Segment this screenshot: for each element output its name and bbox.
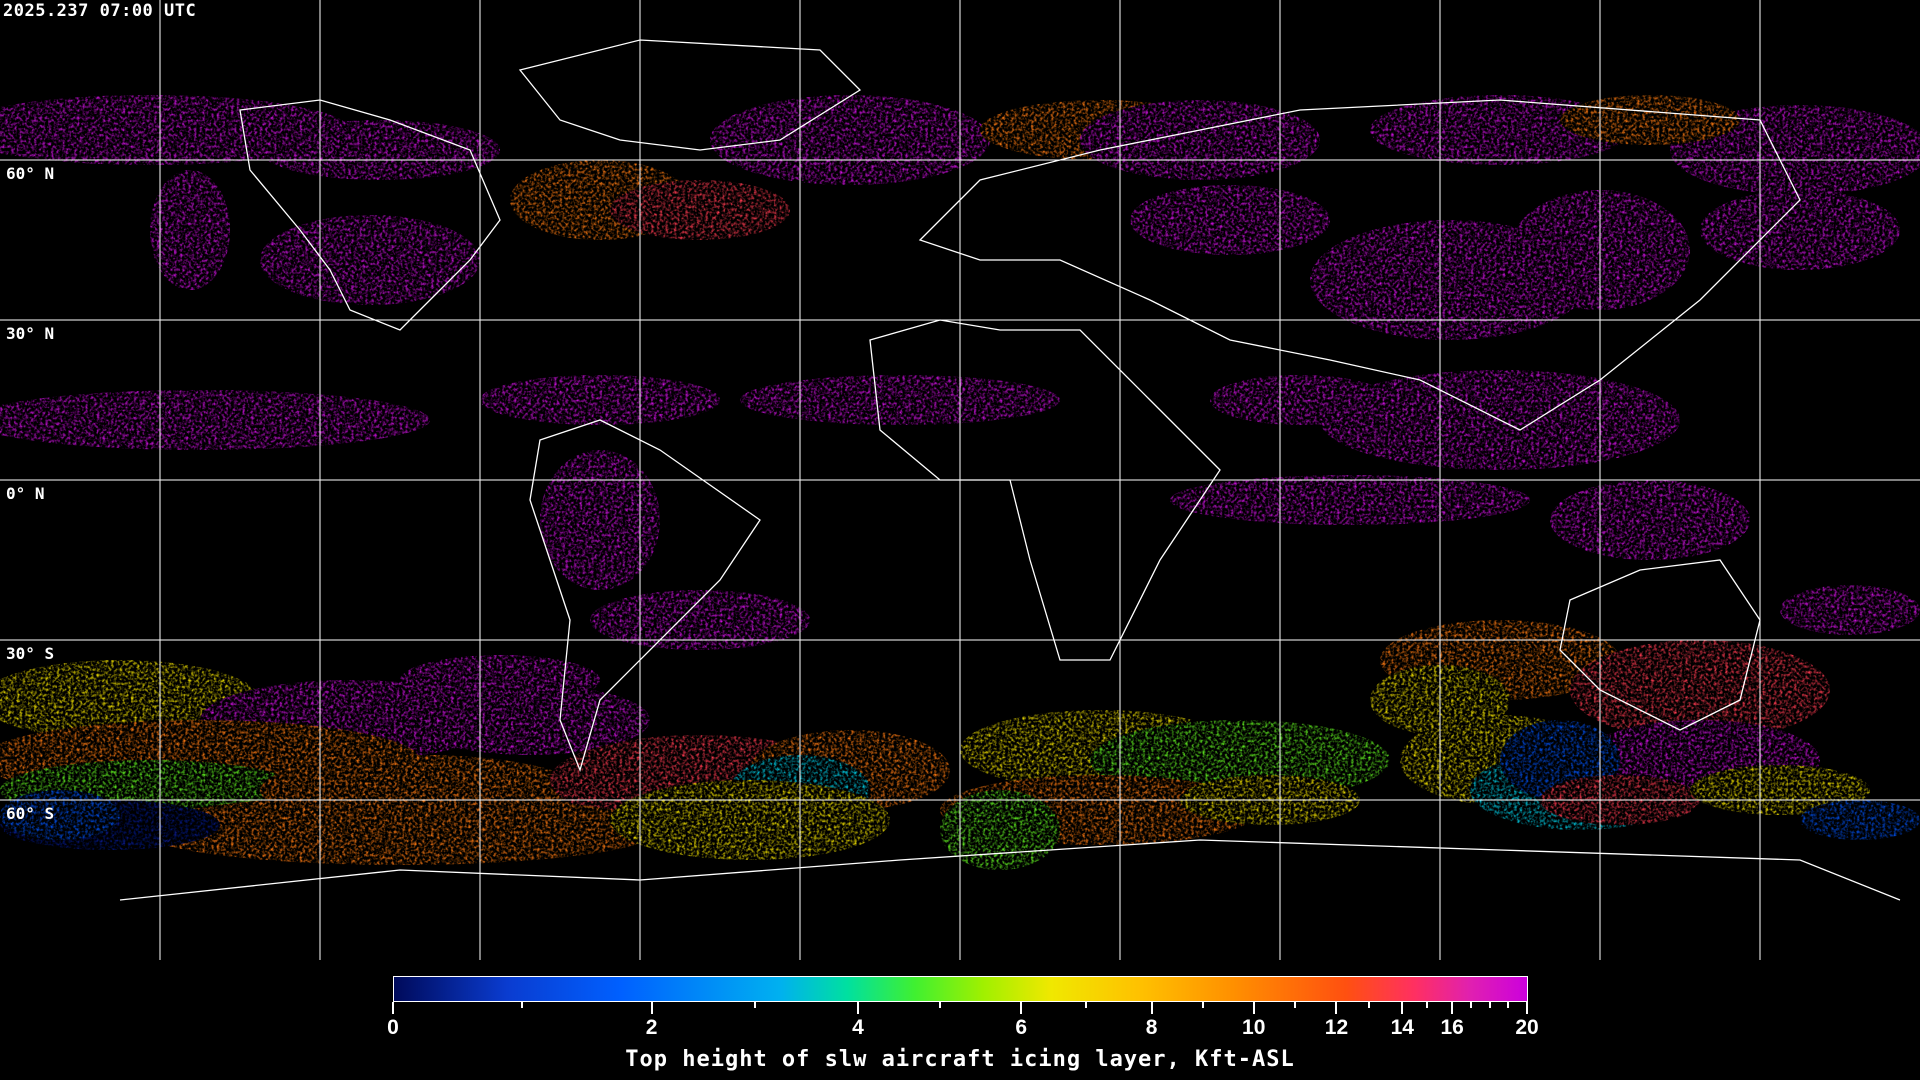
icing-area bbox=[1800, 800, 1920, 840]
icing-area bbox=[150, 170, 230, 290]
colorbar-tick-label: 0 bbox=[387, 1016, 399, 1039]
coastline bbox=[1559, 559, 1761, 731]
icing-area bbox=[940, 790, 1060, 870]
colorbar-minor-tick bbox=[1201, 1002, 1204, 1008]
icing-area bbox=[1130, 185, 1330, 255]
icing-area bbox=[140, 795, 660, 865]
colorbar-tick-label: 20 bbox=[1515, 1016, 1539, 1039]
colorbar-minor-tick bbox=[938, 1002, 941, 1008]
colorbar-minor-tick bbox=[521, 1002, 524, 1008]
colorbar-tick-label: 8 bbox=[1145, 1016, 1158, 1039]
icing-area bbox=[710, 95, 990, 185]
icing-area bbox=[410, 685, 650, 755]
colorbar-minor-tick bbox=[1507, 1002, 1510, 1008]
colorbar-minor-tick bbox=[1294, 1002, 1297, 1008]
colorbar-major-tick bbox=[1335, 1002, 1338, 1014]
icing-area bbox=[540, 450, 660, 590]
lat-label-30n: 30° N bbox=[6, 324, 55, 343]
icing-area bbox=[1560, 95, 1740, 145]
icing-area bbox=[1170, 475, 1530, 525]
icing-area bbox=[260, 120, 500, 180]
icing-area bbox=[0, 790, 120, 840]
icing-area bbox=[740, 375, 1060, 425]
colorbar-major-tick bbox=[1401, 1002, 1404, 1014]
colorbar-ticks: 0 2 4 6 8 10 12 14 16 20 bbox=[0, 1002, 1920, 1062]
colorbar-tick-label: 2 bbox=[645, 1016, 658, 1039]
coastline bbox=[529, 419, 761, 773]
lat-label-30s: 30° S bbox=[6, 644, 55, 663]
icing-area bbox=[1550, 480, 1750, 560]
colorbar-major-tick bbox=[1150, 1002, 1153, 1014]
icing-map bbox=[0, 0, 1920, 960]
colorbar-tick-label: 4 bbox=[852, 1016, 864, 1039]
colorbar-tick-label: 6 bbox=[1015, 1016, 1028, 1039]
icing-area bbox=[1080, 100, 1320, 180]
lat-label-0n: 0° N bbox=[6, 484, 45, 503]
colorbar-minor-tick bbox=[753, 1002, 756, 1008]
colorbar-title: Top height of slw aircraft icing layer, … bbox=[625, 1047, 1295, 1072]
coastline bbox=[518, 39, 862, 151]
colorbar-major-tick bbox=[392, 1002, 394, 1014]
colorbar-major-tick bbox=[1020, 1002, 1023, 1014]
colorbar bbox=[393, 976, 1528, 1002]
lat-label-60n: 60° N bbox=[6, 164, 55, 183]
lat-label-60s: 60° S bbox=[6, 804, 55, 823]
icing-area bbox=[1700, 190, 1900, 270]
icing-area bbox=[1690, 765, 1870, 815]
colorbar-minor-tick bbox=[1368, 1002, 1371, 1008]
colorbar-minor-tick bbox=[1085, 1002, 1088, 1008]
colorbar-tick-label: 10 bbox=[1242, 1016, 1266, 1039]
icing-area bbox=[590, 590, 810, 650]
timestamp: 2025.237 07:00 UTC bbox=[3, 1, 197, 21]
colorbar-tick-label: 16 bbox=[1440, 1016, 1464, 1039]
icing-area bbox=[1780, 585, 1920, 635]
icing-area bbox=[0, 660, 260, 740]
colorbar-major-tick bbox=[1451, 1002, 1454, 1014]
colorbar-tick-label: 14 bbox=[1390, 1016, 1414, 1039]
coastline bbox=[119, 839, 1901, 901]
icing-area bbox=[610, 780, 890, 860]
colorbar-major-tick bbox=[856, 1002, 859, 1014]
icing-area bbox=[0, 390, 430, 450]
colorbar-major-tick bbox=[650, 1002, 653, 1014]
icing-area bbox=[610, 180, 790, 240]
icing-area bbox=[1570, 640, 1830, 740]
lat-lon-grid bbox=[0, 0, 1920, 960]
coastline bbox=[869, 319, 1221, 661]
colorbar-minor-tick bbox=[1488, 1002, 1491, 1008]
icing-area bbox=[480, 375, 720, 425]
coastline bbox=[239, 99, 501, 331]
colorbar-major-tick bbox=[1252, 1002, 1255, 1014]
colorbar-major-tick bbox=[1526, 1002, 1528, 1014]
colorbar-tick-label: 12 bbox=[1324, 1016, 1349, 1039]
colorbar-minor-tick bbox=[1469, 1002, 1472, 1008]
colorbar-minor-tick bbox=[1426, 1002, 1429, 1008]
icing-area bbox=[260, 215, 480, 305]
